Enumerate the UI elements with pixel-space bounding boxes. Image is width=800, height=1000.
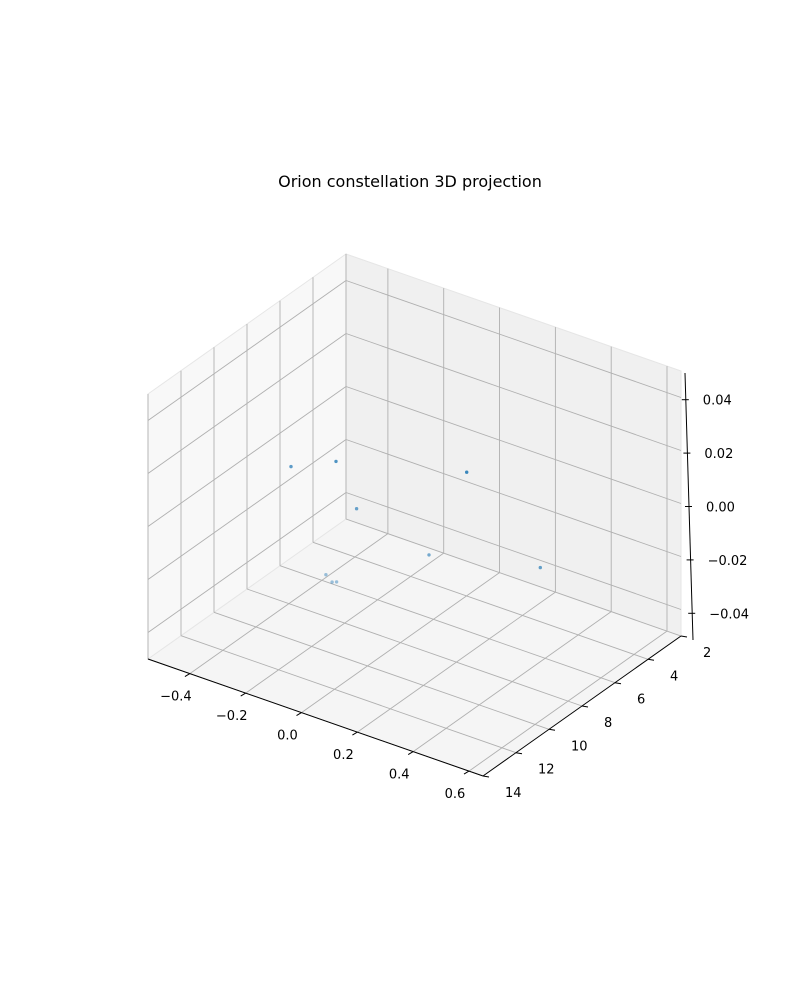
y-tick-mark: [581, 705, 589, 708]
y-gridline-floor: [246, 588, 583, 707]
y-tick-mark: [548, 728, 556, 731]
z-gridline-left: [147, 492, 347, 633]
z-tick-label: 0.04: [703, 394, 732, 409]
x-tick-mark: [296, 712, 302, 717]
z-gridline-back: [345, 439, 682, 557]
x-tick-label: 0.4: [389, 768, 410, 783]
x-tick-mark: [240, 692, 246, 697]
z-tick-label: 0.00: [706, 501, 735, 516]
data-point: [324, 573, 328, 577]
y-tick-label: 8: [604, 716, 612, 731]
z-tick-label: −0.04: [709, 607, 749, 622]
z-tick-label: −0.02: [708, 554, 748, 569]
y-gridline-floor: [345, 518, 682, 637]
tick-labels: −0.4 −0.2 0.0 0.2 0.4 0.6 2 4 6 8 10 12 14 −0.04 −0.02…: [160, 394, 749, 802]
z-gridline-left: [147, 333, 347, 474]
x-tick-label: −0.4: [160, 690, 192, 705]
z-gridline-left: [147, 280, 347, 421]
z-tick-label: 0.02: [704, 447, 733, 462]
data-point: [334, 459, 338, 464]
z-gridline-back: [345, 333, 682, 451]
y-tick-mark: [515, 752, 523, 755]
data-point: [427, 553, 431, 557]
x-tick-label: 0.6: [445, 787, 466, 802]
z-gridline-back: [345, 280, 682, 398]
y-tick-label: 10: [571, 739, 588, 754]
data-point: [334, 580, 339, 584]
x-tick-label: −0.2: [216, 709, 248, 724]
y-tick-mark: [680, 635, 688, 638]
y-tick-label: 14: [505, 786, 522, 801]
x-tick-mark: [352, 731, 358, 736]
y-gridline-floor: [213, 611, 550, 730]
z-gridline-back: [345, 492, 682, 610]
grid-lines: [147, 254, 682, 777]
x-tick-mark: [407, 751, 414, 756]
y-tick-label: 2: [703, 646, 711, 661]
x-axis-line: [147, 658, 484, 777]
y-tick-mark: [482, 775, 490, 778]
y-tick-mark: [614, 682, 622, 685]
data-point: [289, 464, 293, 469]
y-gridline-floor: [312, 541, 649, 660]
x-tick-mark: [463, 770, 470, 775]
y-gridline-floor: [279, 565, 616, 684]
z-gridline-left: [147, 439, 347, 580]
y-gridline-floor: [180, 635, 517, 754]
x-tick-label: 0.0: [277, 729, 298, 744]
y-tick-label: 4: [670, 669, 678, 684]
y-tick-mark: [647, 658, 655, 661]
data-point: [330, 580, 334, 584]
axis-panes: [146, 253, 683, 777]
data-points: [289, 459, 542, 584]
x-tick-mark: [184, 673, 191, 678]
z-gridline-back: [345, 386, 682, 504]
chart-title: Orion constellation 3D projection: [278, 172, 542, 191]
y-tick-label: 6: [637, 693, 645, 708]
data-point: [538, 565, 542, 570]
axis-lines: [147, 372, 696, 778]
z-gridline-left: [147, 386, 347, 527]
y-tick-label: 12: [538, 763, 555, 778]
data-point: [354, 507, 359, 511]
data-point: [465, 470, 469, 474]
x-tick-label: 0.2: [333, 748, 354, 763]
